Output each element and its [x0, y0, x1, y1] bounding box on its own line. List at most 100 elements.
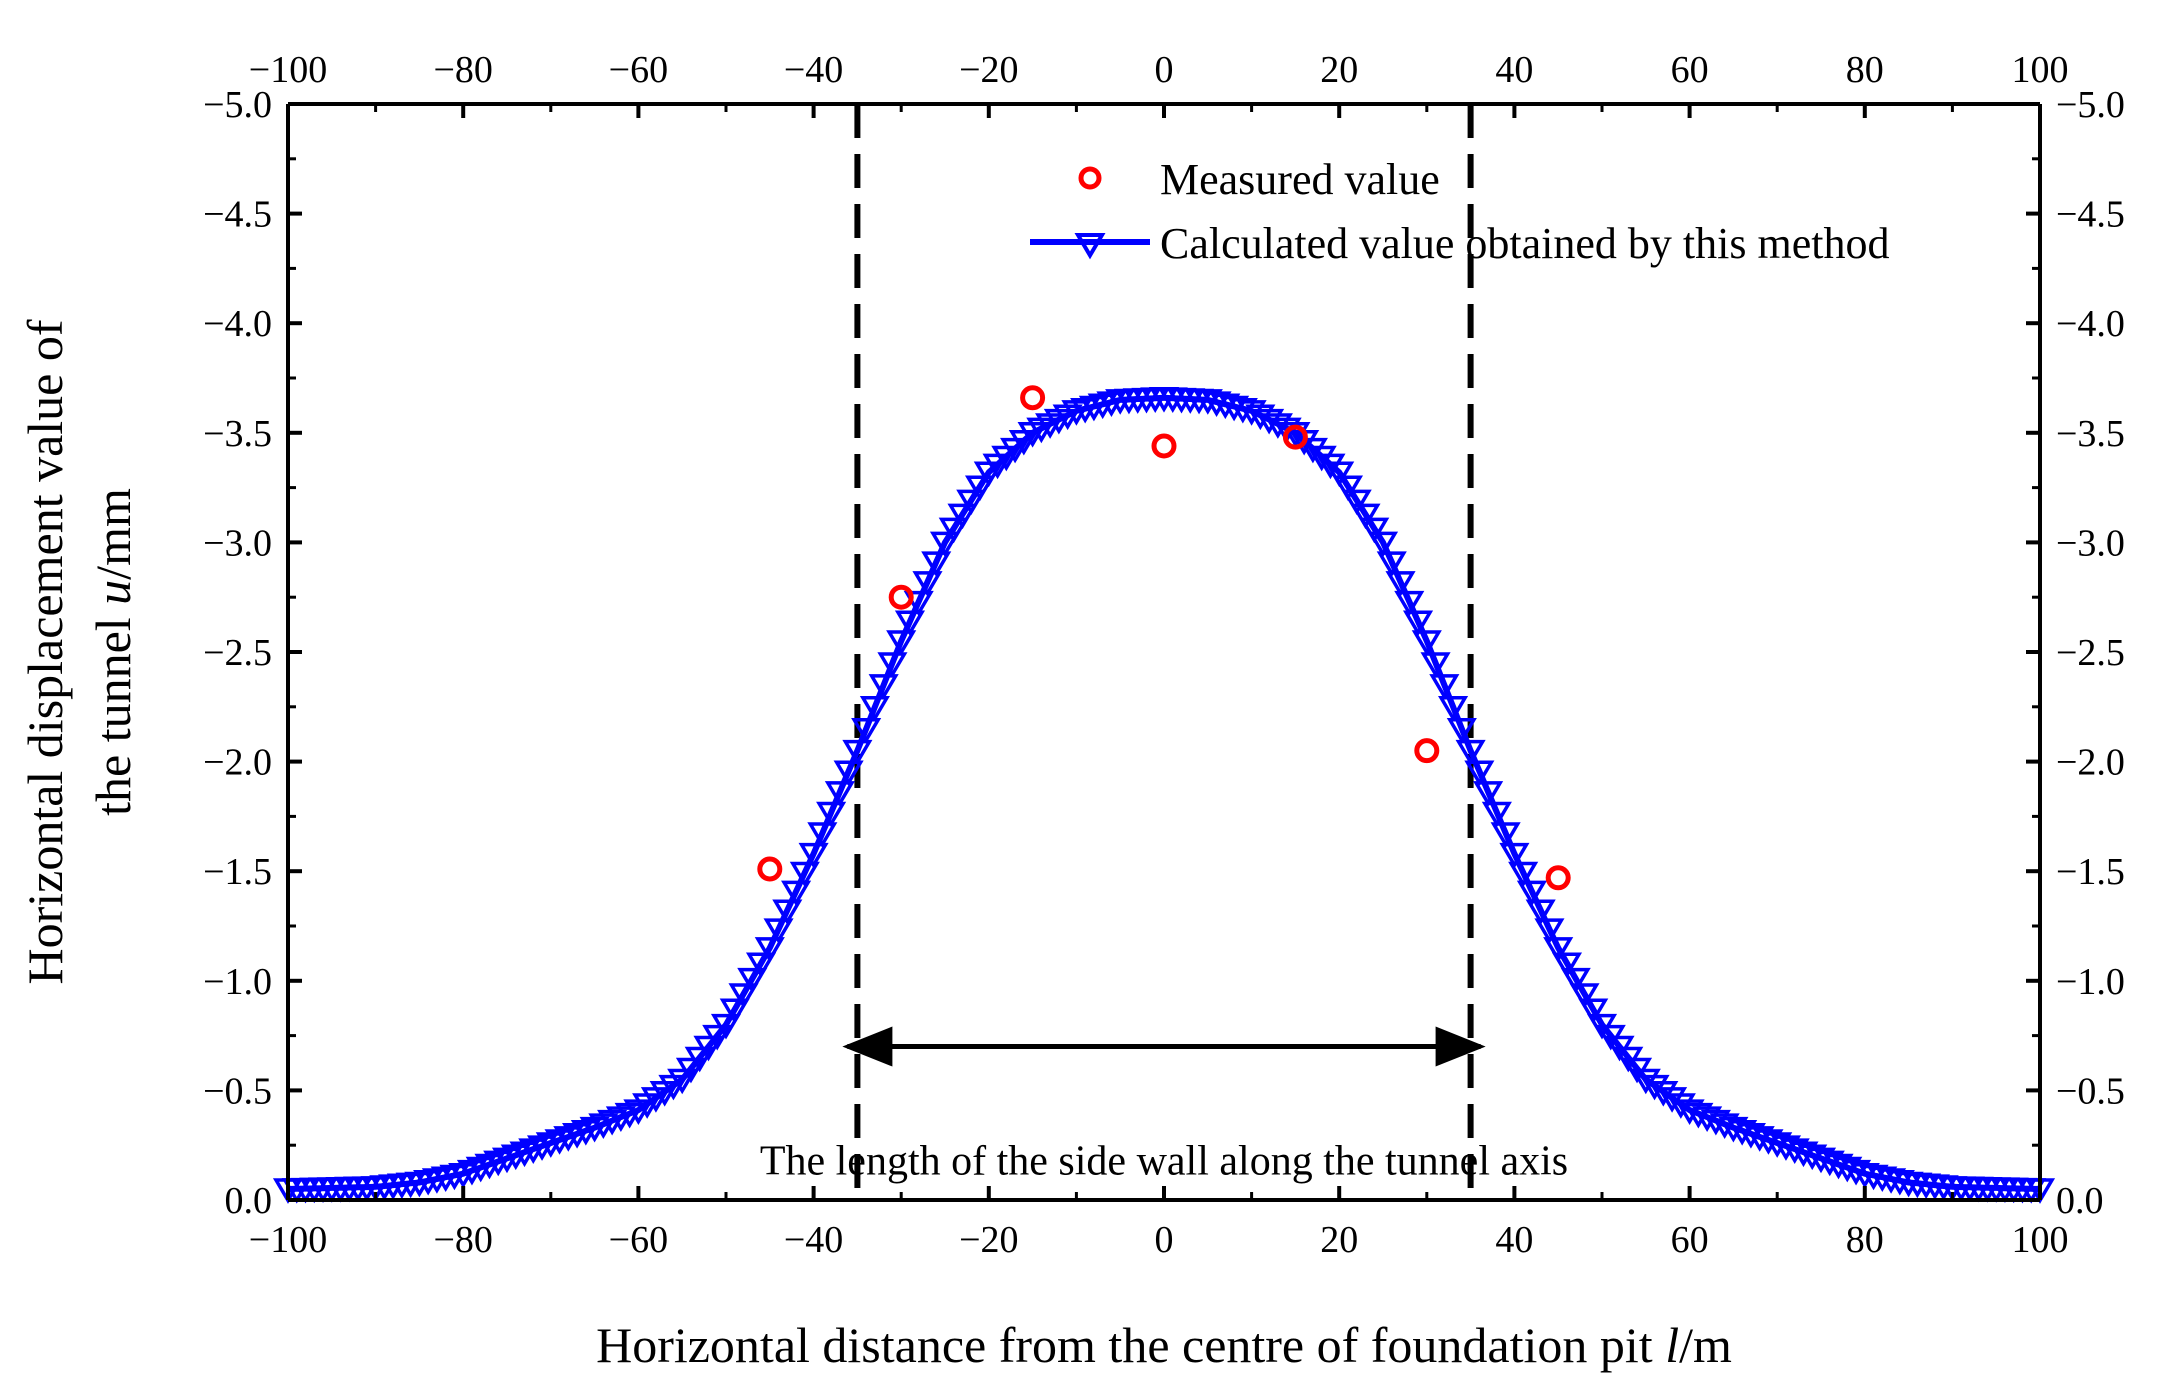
calculated-series	[272, 386, 2056, 1204]
calculated-point-76	[938, 517, 969, 544]
calculated-point-62	[816, 801, 847, 828]
calculated-point-51	[719, 998, 750, 1025]
legend-label-calculated: Calculated value obtained by this method	[1160, 219, 1889, 268]
calculated-point-140	[1499, 842, 1530, 869]
measured-point-1	[888, 584, 914, 610]
calculated-point-156	[1639, 1074, 1670, 1101]
x-tick-label-top: −20	[959, 49, 1018, 91]
calculated-point-142	[1516, 880, 1547, 907]
y-tick-label-left: −1.5	[203, 851, 272, 893]
calculated-point-67	[859, 696, 890, 722]
calculated-point-183	[1876, 1168, 1907, 1194]
x-axis-label-prefix: Horizontal distance from the centre of f…	[596, 1317, 1665, 1373]
calculated-point-75	[929, 531, 961, 558]
calculated-point-17	[421, 1168, 452, 1194]
calculated-point-69	[877, 652, 908, 678]
calculated-point-70	[886, 630, 917, 656]
y-tick-label-right: −1.0	[2056, 961, 2125, 1003]
calculated-point-129	[1402, 610, 1434, 637]
x-tick-label-bottom: 80	[1846, 1219, 1884, 1261]
calculated-point-68	[868, 674, 899, 700]
calculated-point-144	[1534, 918, 1565, 944]
calculated-point-118	[1306, 445, 1337, 472]
y-tick-label-left: −4.0	[203, 303, 272, 345]
calculated-point-16	[413, 1169, 444, 1196]
calculated-point-49	[702, 1024, 733, 1051]
calculated-point-130	[1411, 630, 1442, 656]
calculated-point-105	[1192, 389, 1223, 415]
y-tick-label-left: −3.0	[203, 522, 272, 564]
legend-circle-marker	[1078, 166, 1102, 190]
y-tick-label-right: −4.0	[2056, 303, 2125, 345]
calculated-point-121	[1332, 475, 1364, 502]
x-axis-label-var: l	[1665, 1317, 1679, 1373]
x-tick-label-bottom: −80	[433, 1219, 492, 1261]
y-axis-label-unit: /mm	[85, 488, 141, 580]
calculated-point-128	[1394, 590, 1425, 617]
x-axis-label-unit: /m	[1679, 1317, 1732, 1373]
calculated-point-77	[947, 503, 978, 530]
calculated-point-71	[894, 610, 926, 637]
calculated-point-18	[430, 1166, 461, 1193]
side-wall-annotation: The length of the side wall along the tu…	[760, 1139, 1568, 1185]
x-tick-label-top: 60	[1671, 49, 1709, 91]
y-tick-label-right: −3.0	[2056, 522, 2125, 564]
x-tick-label-top: 40	[1495, 49, 1533, 91]
measured-point-2	[1020, 385, 1046, 411]
calculated-point-106	[1201, 391, 1232, 417]
calculated-point-19	[439, 1164, 470, 1191]
calculated-point-55	[754, 937, 785, 963]
y-tick-label-right: −0.5	[2056, 1070, 2125, 1112]
calculated-point-181	[1858, 1164, 1889, 1191]
calculated-point-179	[1840, 1159, 1872, 1186]
calculated-point-146	[1551, 952, 1583, 979]
y-axis-label-line1: Horizontal displacement value of	[17, 319, 73, 984]
calculated-point-158	[1657, 1087, 1688, 1113]
x-tick-label-bottom: −20	[959, 1219, 1018, 1261]
y-tick-label-right: −4.5	[2056, 194, 2125, 236]
calculated-point-157	[1648, 1080, 1679, 1107]
calculated-point-125	[1367, 531, 1399, 558]
calculated-point-120	[1324, 461, 1355, 488]
measured-point-4	[1282, 424, 1308, 450]
legend: Measured value Calculated value obtained…	[1030, 155, 1889, 268]
calculated-point-148	[1569, 983, 1600, 1009]
y-tick-label-left: −2.5	[203, 632, 272, 674]
measured-point-6	[1545, 865, 1571, 891]
y-tick-label-right: −3.5	[2056, 413, 2125, 455]
calculated-point-54	[745, 952, 777, 979]
calculated-point-136	[1464, 760, 1495, 787]
calculated-point-58	[781, 880, 812, 907]
axes	[286, 102, 2042, 1202]
ticks: −100 −100 −80 −80 −60 −60 −40 −40 −20 −20 0 0 20 20 40…	[203, 49, 2125, 1261]
calculated-point-137	[1473, 781, 1504, 807]
calculated-point-122	[1341, 489, 1372, 516]
calculated-point-133	[1438, 696, 1469, 722]
calculated-point-117	[1297, 437, 1328, 464]
calculated-point-147	[1560, 967, 1591, 994]
y-tick-label-right: −2.0	[2056, 742, 2125, 784]
legend-label-measured: Measured value	[1160, 155, 1440, 204]
calculated-point-145	[1543, 937, 1574, 963]
y-tick-label-right: −1.5	[2056, 851, 2125, 893]
x-tick-label-bottom: 0	[1155, 1219, 1174, 1261]
y-tick-label-left: −4.5	[203, 194, 272, 236]
calculated-point-149	[1578, 998, 1609, 1025]
calculated-point-65	[842, 739, 873, 766]
calculated-point-45	[667, 1068, 698, 1095]
y-tick-label-right: 0.0	[2056, 1180, 2104, 1222]
x-tick-label-bottom: −60	[609, 1219, 668, 1261]
y-tick-label-right: −5.0	[2056, 84, 2125, 126]
x-tick-label-bottom: −40	[784, 1219, 843, 1261]
x-tick-label-bottom: 40	[1495, 1219, 1533, 1261]
calculated-point-53	[737, 967, 768, 994]
y-tick-label-left: 0.0	[225, 1180, 273, 1222]
x-tick-label-top: 80	[1846, 49, 1884, 91]
calculated-point-66	[851, 717, 882, 744]
x-tick-label-top: −40	[784, 49, 843, 91]
calculated-point-182	[1867, 1166, 1898, 1193]
calculated-point-74	[921, 551, 952, 577]
y-tick-label-left: −2.0	[203, 742, 272, 784]
calculated-point-50	[710, 1013, 742, 1040]
